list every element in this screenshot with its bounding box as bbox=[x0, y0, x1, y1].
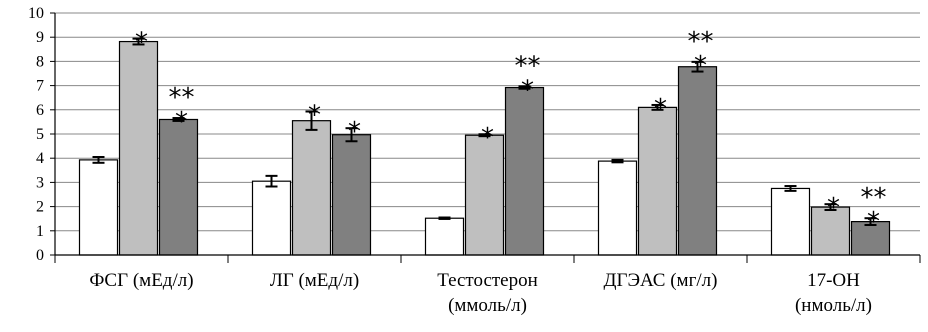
significance-mark: * bbox=[827, 193, 840, 223]
bar bbox=[251, 180, 292, 256]
x-category-label: Тестостерон bbox=[437, 270, 538, 291]
bar bbox=[424, 217, 465, 256]
significance-mark: * bbox=[521, 75, 534, 105]
x-category-label: ДГЭАС (мг/л) bbox=[604, 270, 718, 291]
y-tick-label: 7 bbox=[36, 78, 44, 95]
significance-mark: * bbox=[135, 28, 148, 58]
significance-mark: * bbox=[308, 100, 321, 130]
y-tick-label: 6 bbox=[36, 102, 44, 119]
bar bbox=[770, 187, 811, 256]
x-category-label: ФСГ (мЕд/л) bbox=[89, 270, 193, 291]
significance-mark: * bbox=[867, 207, 880, 237]
significance-mark: * bbox=[694, 51, 707, 81]
significance-mark: ** bbox=[515, 51, 541, 81]
bar bbox=[158, 118, 199, 256]
bar bbox=[677, 66, 718, 256]
bar bbox=[291, 120, 332, 256]
x-axis: ФСГ (мЕд/л) ЛГ (мЕд/л) Тестостерон (ммоль/л… bbox=[54, 254, 921, 316]
y-tick-label: 2 bbox=[36, 199, 44, 216]
significance-mark: * bbox=[654, 94, 667, 124]
x-category-label: (ммоль/л) bbox=[448, 295, 527, 316]
y-tick-label: 1 bbox=[36, 223, 44, 240]
significance-mark: ** bbox=[861, 183, 887, 213]
significance-mark: ** bbox=[169, 83, 195, 113]
bars: ****** ********* *** bbox=[78, 27, 891, 256]
y-tick-label: 5 bbox=[36, 126, 44, 143]
y-tick-label: 3 bbox=[36, 174, 44, 191]
bar bbox=[637, 106, 678, 256]
y-axis: 0 1 2 3 4 5 6 7 8 9 10 bbox=[28, 5, 56, 264]
significance-mark: * bbox=[481, 123, 494, 153]
x-category-label: 17-ОН bbox=[807, 270, 860, 291]
x-category-label: ЛГ (мЕд/л) bbox=[270, 270, 359, 291]
significance-mark: * bbox=[348, 117, 361, 147]
bar bbox=[464, 134, 505, 256]
y-tick-label: 10 bbox=[28, 5, 44, 22]
bar bbox=[331, 134, 372, 256]
significance-mark: * bbox=[175, 107, 188, 137]
y-tick-label: 0 bbox=[36, 247, 44, 264]
y-tick-label: 8 bbox=[36, 53, 44, 70]
significance-mark: ** bbox=[688, 27, 714, 57]
bar bbox=[118, 40, 159, 256]
bar bbox=[504, 86, 545, 256]
y-tick-label: 4 bbox=[36, 150, 44, 167]
y-tick-label: 9 bbox=[36, 29, 44, 46]
bar bbox=[78, 159, 119, 256]
bar bbox=[597, 160, 638, 256]
x-category-label: (нмоль/л) bbox=[795, 295, 872, 316]
